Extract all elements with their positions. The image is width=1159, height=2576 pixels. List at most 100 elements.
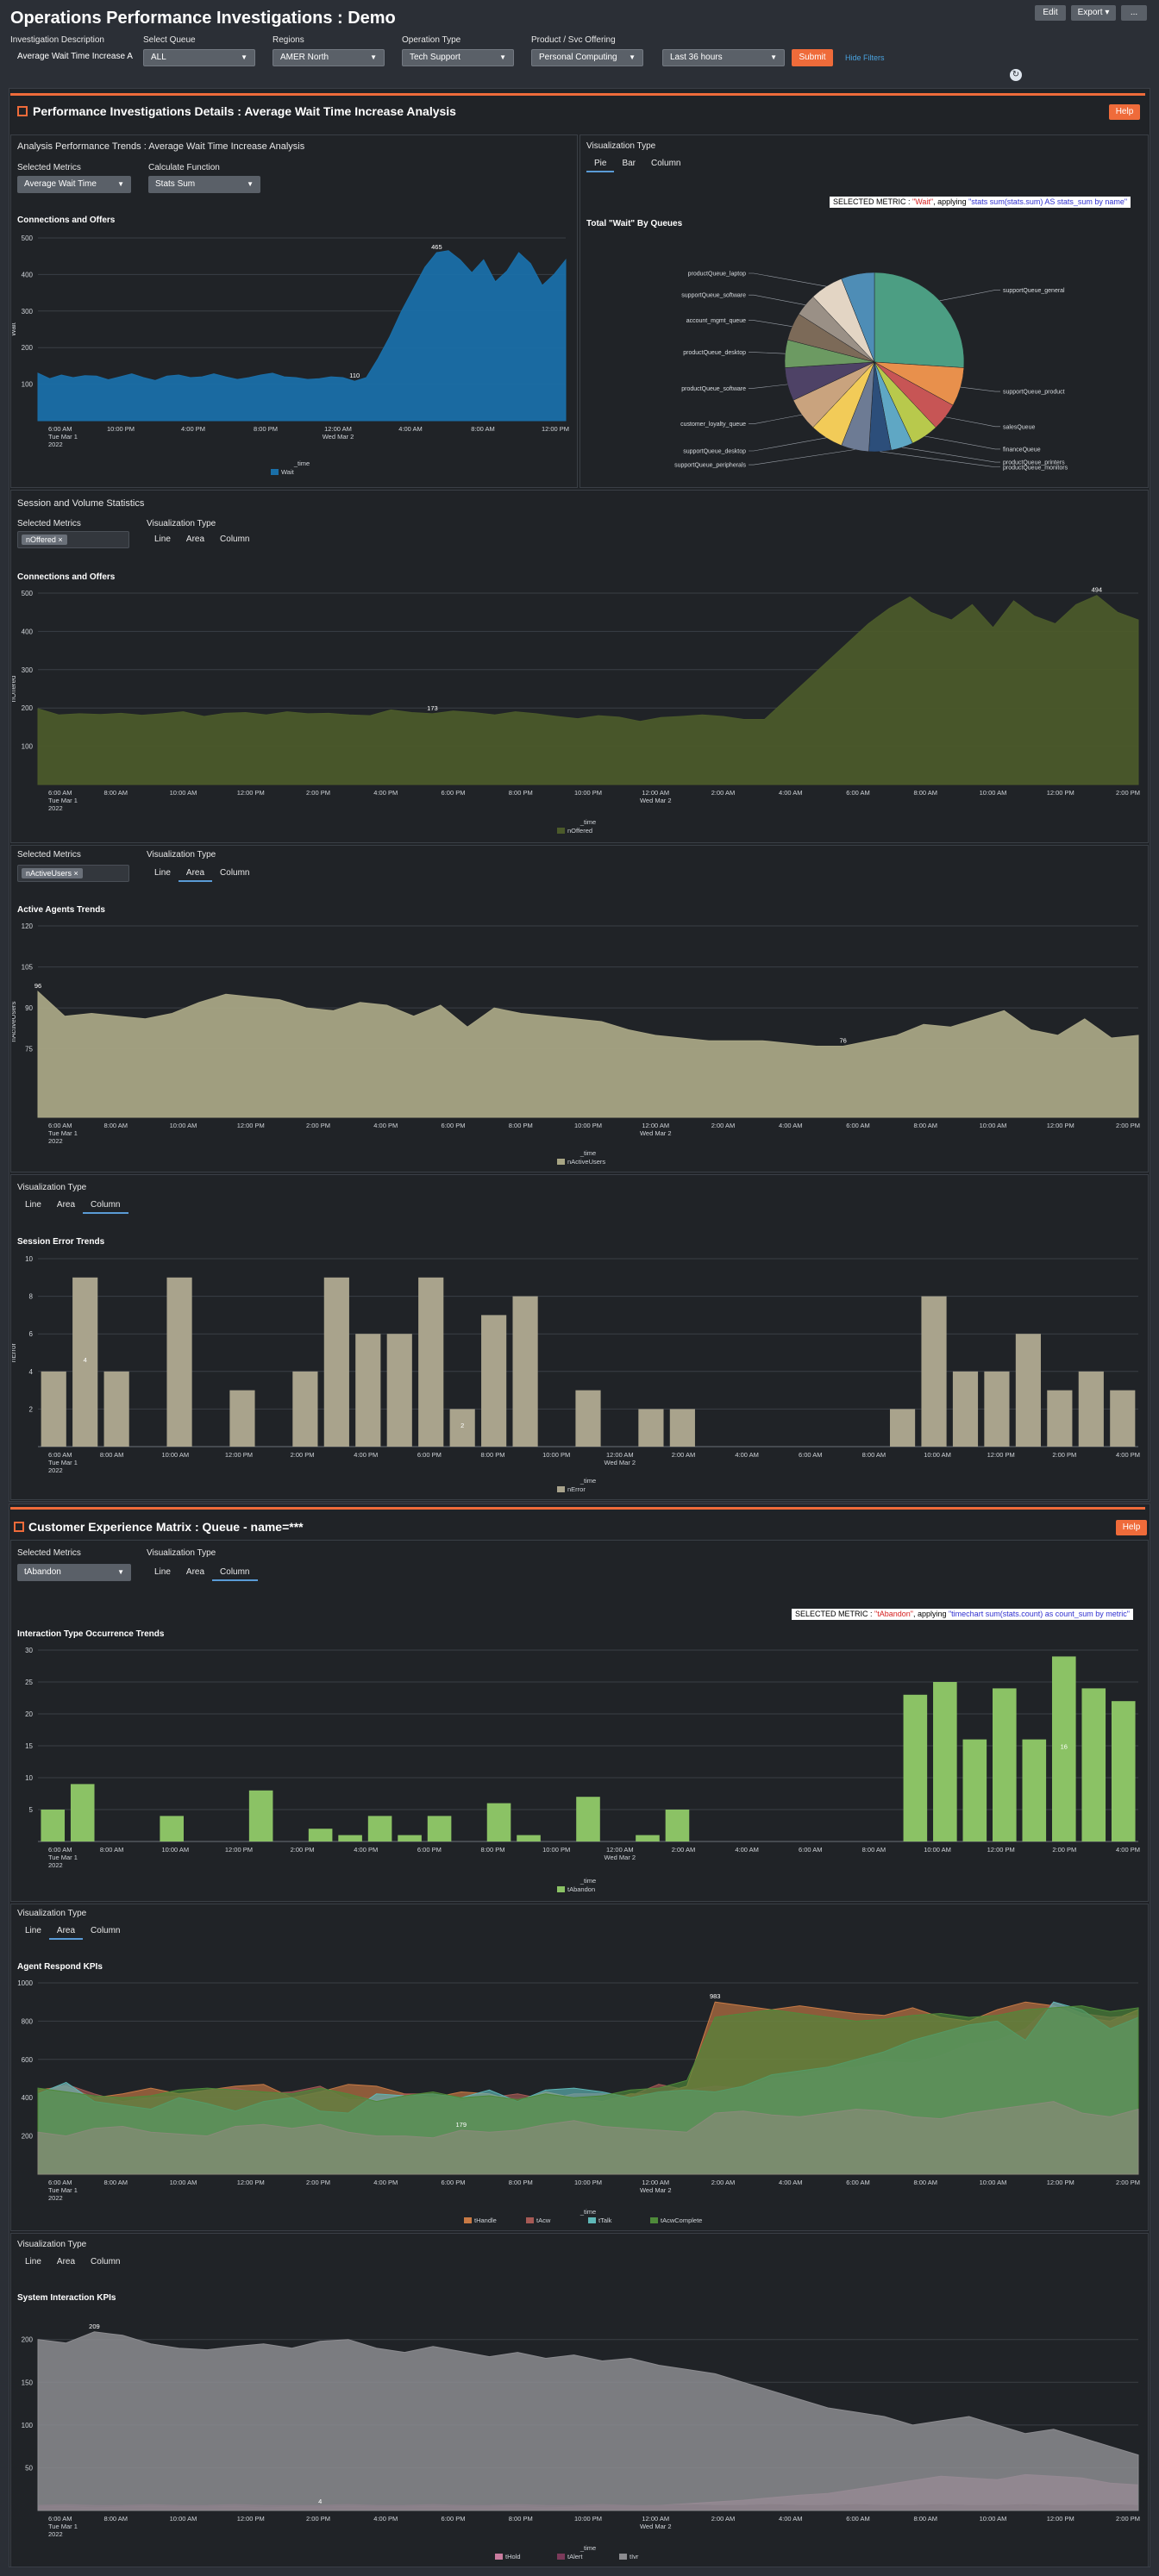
x-tick-line: 6:00 AM: [48, 2515, 72, 2523]
viz-option-line[interactable]: Line: [154, 535, 171, 544]
note-metric: "Wait": [912, 197, 934, 206]
viz-type-label: Visualization Type: [147, 850, 216, 860]
pie-leader-line: [945, 416, 1000, 428]
bar: [962, 1739, 987, 1841]
x-tick-label: 6:00 AM Tue Mar 1 2022: [48, 789, 78, 812]
x-tick-line: 10:00 AM: [161, 1846, 189, 1854]
product-select[interactable]: Personal Computing ▼: [531, 49, 643, 66]
x-tick-label: 10:00 AM: [980, 789, 1007, 797]
x-tick-line: 6:00 PM: [442, 1122, 466, 1129]
viz-option-line[interactable]: Line: [25, 2257, 41, 2267]
chevron-down-icon: ▼: [770, 53, 777, 61]
export-button[interactable]: Export ▾: [1071, 5, 1116, 21]
metric-multiselect[interactable]: nActiveUsers ×: [17, 865, 129, 882]
x-tick-line: Wed Mar 2: [605, 1459, 636, 1466]
x-tick-label: 8:00 AM: [862, 1846, 886, 1854]
legend-swatch: [619, 2554, 627, 2560]
viz-option-area[interactable]: Area: [185, 1567, 205, 1577]
viz-type-toggle[interactable]: Line Area Column: [147, 1564, 258, 1581]
calc-function-select[interactable]: Stats Sum ▼: [148, 176, 260, 193]
x-tick-line: 8:00 AM: [103, 1122, 128, 1129]
wait-area-chart: 100 200 300 400 500 6:00 AM Tue Mar 1 2022 10:00…: [12, 234, 569, 476]
refresh-icon[interactable]: ↻: [1010, 69, 1022, 81]
edit-button[interactable]: Edit: [1035, 5, 1066, 21]
viz-type-toggle[interactable]: Line Area Column: [17, 1197, 128, 1214]
chart-title: Session Error Trends: [17, 1237, 105, 1247]
x-tick-line: 2:00 PM: [1116, 2179, 1140, 2186]
y-tick-label: 90: [25, 1004, 33, 1012]
viz-option-area[interactable]: Area: [185, 535, 205, 544]
y-tick-label: 2: [29, 1405, 34, 1413]
queue-select[interactable]: ALL ▼: [143, 49, 255, 66]
viz-type-toggle[interactable]: Line Area Column: [17, 1923, 128, 1940]
metric-select[interactable]: tAbandon ▼: [17, 1564, 131, 1581]
x-tick-label: 6:00 AM: [846, 789, 870, 797]
viz-option-area[interactable]: Area: [48, 1923, 84, 1940]
pie-leader-line: [749, 449, 855, 466]
y-axis-label: nError: [12, 1343, 17, 1363]
x-tick-line: 12:00 PM: [237, 789, 265, 797]
hide-filters-link[interactable]: Hide Filters: [845, 53, 885, 62]
viz-type-toggle[interactable]: Line Area Column: [147, 531, 258, 548]
viz-option-column[interactable]: Column: [83, 1197, 128, 1214]
submit-button[interactable]: Submit: [792, 49, 833, 66]
x-tick-line: 2:00 AM: [711, 2179, 736, 2186]
bar: [1110, 1390, 1136, 1447]
bar: [1081, 1688, 1106, 1841]
x-tick-label: 2:00 PM: [291, 1451, 315, 1459]
legend-swatch: [464, 2217, 472, 2223]
viz-option-line[interactable]: Line: [25, 1200, 41, 1210]
y-tick-label: 500: [22, 590, 34, 597]
viz-option-column[interactable]: Column: [220, 868, 250, 878]
note-function: "timechart sum(stats.count) as count_sum…: [948, 1610, 1130, 1618]
viz-type-toggle[interactable]: Line Area Column: [17, 2254, 128, 2271]
section-icon: [17, 106, 28, 116]
x-tick-label: 4:00 AM: [779, 789, 803, 797]
viz-option-line[interactable]: Line: [154, 868, 171, 878]
y-tick-label: 1000: [17, 1979, 33, 1987]
metric-tag-noffered[interactable]: nOffered ×: [22, 535, 67, 545]
viz-option-area[interactable]: Area: [56, 1200, 76, 1210]
x-tick-line: 2:00 PM: [1052, 1846, 1076, 1854]
help-button[interactable]: Help: [1116, 1520, 1147, 1535]
viz-option-area[interactable]: Area: [178, 865, 213, 882]
metric-multiselect[interactable]: nOffered ×: [17, 531, 129, 548]
legend-axis-label: _time: [580, 2544, 596, 2552]
viz-type-toggle[interactable]: Line Area Column: [147, 865, 258, 882]
x-tick-label: 12:00 AM Wed Mar 2: [605, 1846, 636, 1861]
x-tick-label: 12:00 AM Wed Mar 2: [640, 1122, 672, 1137]
x-tick-label: 10:00 PM: [574, 2179, 602, 2186]
time-range-select[interactable]: Last 36 hours ▼: [662, 49, 785, 66]
regions-select[interactable]: AMER North ▼: [273, 49, 385, 66]
description-input[interactable]: Average Wait Time Increase Ana: [17, 52, 133, 61]
viz-option-column[interactable]: Column: [91, 2257, 121, 2267]
more-button[interactable]: ...: [1121, 5, 1147, 21]
viz-option-area[interactable]: Area: [56, 2257, 76, 2267]
legend-label: tAlert: [567, 2553, 583, 2560]
operation-select[interactable]: Tech Support ▼: [402, 49, 514, 66]
viz-option-line[interactable]: Line: [154, 1567, 171, 1577]
y-tick-label: 10: [25, 1774, 33, 1782]
bar: [486, 1803, 511, 1841]
viz-option-pie[interactable]: Pie: [586, 155, 615, 172]
viz-option-column[interactable]: Column: [91, 1926, 121, 1935]
viz-type-toggle[interactable]: Pie Bar Column: [586, 155, 688, 172]
selected-metrics-label: Selected Metrics: [17, 519, 81, 528]
x-tick-line: 10:00 AM: [980, 2179, 1007, 2186]
viz-option-column[interactable]: Column: [651, 159, 681, 168]
viz-option-bar[interactable]: Bar: [622, 159, 636, 168]
pie-title: Total "Wait" By Queues: [586, 219, 683, 228]
x-tick-line: 2:00 PM: [1116, 1122, 1140, 1129]
help-button[interactable]: Help: [1109, 104, 1140, 120]
x-tick-label: 6:00 PM: [442, 2179, 466, 2186]
metric-select[interactable]: Average Wait Time ▼: [17, 176, 131, 193]
series-area-nActiveUsers: [37, 990, 1139, 1118]
viz-option-column[interactable]: Column: [212, 1564, 258, 1581]
pie-slice-label: productQueue_monitors: [1003, 465, 1068, 471]
metric-tag-nactiveusers[interactable]: nActiveUsers ×: [22, 868, 83, 878]
x-tick-line: 12:00 PM: [1047, 2515, 1074, 2523]
viz-option-column[interactable]: Column: [220, 535, 250, 544]
viz-option-line[interactable]: Line: [25, 1926, 41, 1935]
